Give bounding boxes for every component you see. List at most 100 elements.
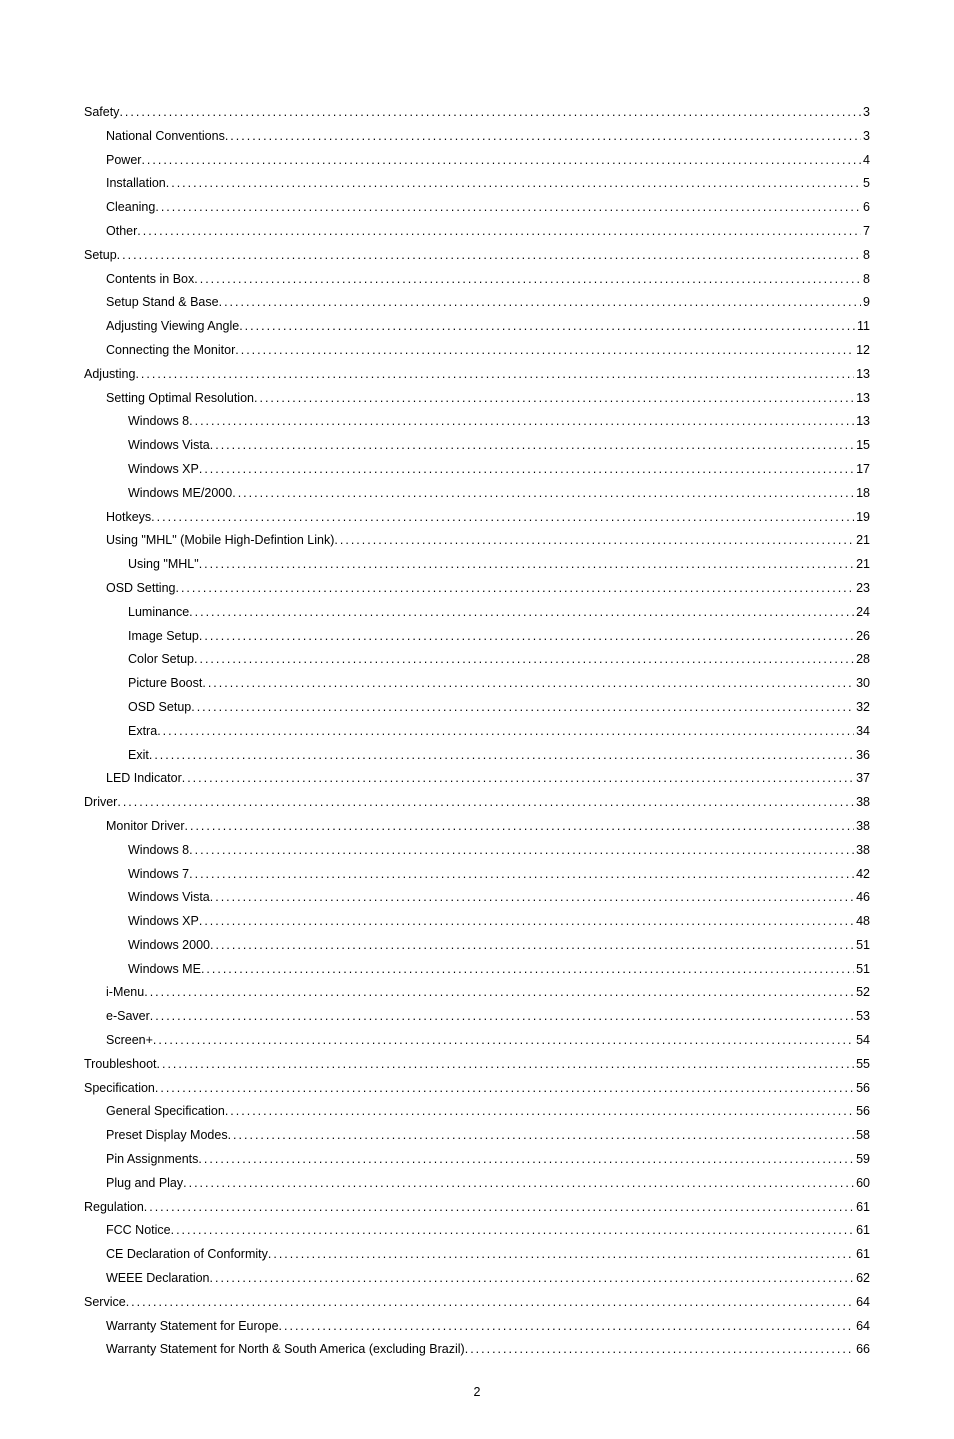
toc-leader-dots	[117, 795, 854, 810]
toc-entry-page: 64	[854, 1319, 870, 1334]
toc-leader-dots	[150, 1009, 854, 1024]
toc-entry-page: 56	[854, 1104, 870, 1119]
toc-entry[interactable]: Specification56	[84, 1081, 870, 1096]
toc-entry-page: 13	[854, 367, 870, 382]
toc-entry[interactable]: General Specification56	[84, 1104, 870, 1119]
toc-entry[interactable]: Windows 742	[84, 867, 870, 882]
toc-entry[interactable]: Windows Vista46	[84, 890, 870, 905]
toc-entry[interactable]: Windows 8 13	[84, 414, 870, 429]
toc-leader-dots	[144, 1200, 854, 1215]
toc-entry[interactable]: Setting Optimal Resolution13	[84, 391, 870, 406]
toc-entry[interactable]: Warranty Statement for Europe64	[84, 1319, 870, 1334]
toc-entry-title: Other	[106, 224, 137, 239]
toc-entry[interactable]: WEEE Declaration62	[84, 1271, 870, 1286]
toc-entry-title: Windows 8	[128, 414, 189, 429]
toc-entry[interactable]: Using "MHL" (Mobile High-Defintion Link)…	[84, 533, 870, 548]
toc-entry[interactable]: Adjusting Viewing Angle11	[84, 319, 870, 334]
toc-entry[interactable]: Hotkeys 19	[84, 510, 870, 525]
toc-entry[interactable]: Luminance24	[84, 605, 870, 620]
toc-entry[interactable]: LED Indicator37	[84, 771, 870, 786]
toc-entry-title: CE Declaration of Conformity	[106, 1247, 268, 1262]
toc-entry-page: 34	[854, 724, 870, 739]
toc-entry[interactable]: National Conventions3	[84, 129, 870, 144]
toc-leader-dots	[254, 391, 854, 406]
toc-entry-title: Driver	[84, 795, 117, 810]
toc-entry-title: Exit	[128, 748, 149, 763]
toc-entry-title: Specification	[84, 1081, 155, 1096]
toc-entry[interactable]: Exit36	[84, 748, 870, 763]
toc-leader-dots	[141, 153, 861, 168]
toc-entry-page: 37	[854, 771, 870, 786]
toc-leader-dots	[198, 1152, 854, 1167]
toc-entry[interactable]: e-Saver53	[84, 1009, 870, 1024]
toc-entry[interactable]: Other 7	[84, 224, 870, 239]
toc-entry[interactable]: Safety3	[84, 105, 870, 120]
toc-entry[interactable]: Preset Display Modes58	[84, 1128, 870, 1143]
toc-entry-title: Windows XP	[128, 462, 199, 477]
toc-leader-dots	[210, 890, 854, 905]
toc-entry[interactable]: Contents in Box8	[84, 272, 870, 287]
toc-entry[interactable]: Setup Stand & Base9	[84, 295, 870, 310]
toc-entry[interactable]: Using "MHL" 21	[84, 557, 870, 572]
toc-entry[interactable]: Pin Assignments59	[84, 1152, 870, 1167]
toc-entry[interactable]: Windows ME/200018	[84, 486, 870, 501]
toc-entry[interactable]: Connecting the Monitor12	[84, 343, 870, 358]
toc-entry-title: e-Saver	[106, 1009, 150, 1024]
toc-entry[interactable]: Cleaning6	[84, 200, 870, 215]
toc-entry[interactable]: Setup8	[84, 248, 870, 263]
toc-leader-dots	[202, 676, 854, 691]
toc-entry-page: 23	[854, 581, 870, 596]
toc-entry[interactable]: i-Menu52	[84, 985, 870, 1000]
toc-entry-page: 30	[854, 676, 870, 691]
toc-entry-title: OSD Setup	[128, 700, 191, 715]
table-of-contents: Safety3 National Conventions3 Power4 Instal…	[84, 105, 870, 1357]
toc-leader-dots	[144, 985, 854, 1000]
toc-entry-title: Hotkeys	[106, 510, 151, 525]
toc-leader-dots	[189, 843, 854, 858]
toc-entry[interactable]: Windows ME 51	[84, 962, 870, 977]
toc-entry-page: 19	[854, 510, 870, 525]
toc-leader-dots	[157, 724, 854, 739]
toc-entry-title: Monitor Driver	[106, 819, 185, 834]
toc-entry-title: Using "MHL"	[128, 557, 199, 572]
toc-entry-title: Windows 8	[128, 843, 189, 858]
toc-entry[interactable]: Extra34	[84, 724, 870, 739]
toc-entry-title: WEEE Declaration	[106, 1271, 210, 1286]
toc-entry-page: 21	[854, 533, 870, 548]
toc-entry[interactable]: Color Setup28	[84, 652, 870, 667]
toc-entry-title: Setting Optimal Resolution	[106, 391, 254, 406]
toc-entry[interactable]: Monitor Driver38	[84, 819, 870, 834]
toc-leader-dots	[153, 1033, 854, 1048]
toc-entry-page: 7	[861, 224, 870, 239]
toc-entry-title: Setup	[84, 248, 117, 263]
toc-entry[interactable]: Windows 2000 51	[84, 938, 870, 953]
toc-leader-dots	[155, 1081, 854, 1096]
toc-entry-page: 12	[854, 343, 870, 358]
toc-entry[interactable]: Windows Vista15	[84, 438, 870, 453]
toc-leader-dots	[175, 581, 854, 596]
toc-entry[interactable]: Windows XP48	[84, 914, 870, 929]
toc-entry[interactable]: Troubleshoot55	[84, 1057, 870, 1072]
toc-entry[interactable]: Windows XP17	[84, 462, 870, 477]
toc-entry[interactable]: OSD Setting23	[84, 581, 870, 596]
toc-entry[interactable]: Driver38	[84, 795, 870, 810]
toc-entry-page: 4	[861, 153, 870, 168]
toc-entry[interactable]: Power4	[84, 153, 870, 168]
toc-entry[interactable]: FCC Notice61	[84, 1223, 870, 1238]
toc-entry[interactable]: Adjusting 13	[84, 367, 870, 382]
toc-entry-page: 51	[854, 938, 870, 953]
toc-entry[interactable]: Screen+54	[84, 1033, 870, 1048]
toc-entry[interactable]: Image Setup26	[84, 629, 870, 644]
toc-leader-dots	[210, 438, 854, 453]
toc-entry[interactable]: Regulation61	[84, 1200, 870, 1215]
toc-leader-dots	[183, 1176, 854, 1191]
toc-entry[interactable]: Plug and Play60	[84, 1176, 870, 1191]
toc-entry[interactable]: Installation5	[84, 176, 870, 191]
toc-leader-dots	[119, 105, 861, 120]
toc-entry[interactable]: OSD Setup32	[84, 700, 870, 715]
toc-entry[interactable]: CE Declaration of Conformity61	[84, 1247, 870, 1262]
toc-entry[interactable]: Service64	[84, 1295, 870, 1310]
toc-entry-title: Contents in Box	[106, 272, 194, 287]
toc-entry[interactable]: Windows 8 38	[84, 843, 870, 858]
toc-entry[interactable]: Picture Boost30	[84, 676, 870, 691]
